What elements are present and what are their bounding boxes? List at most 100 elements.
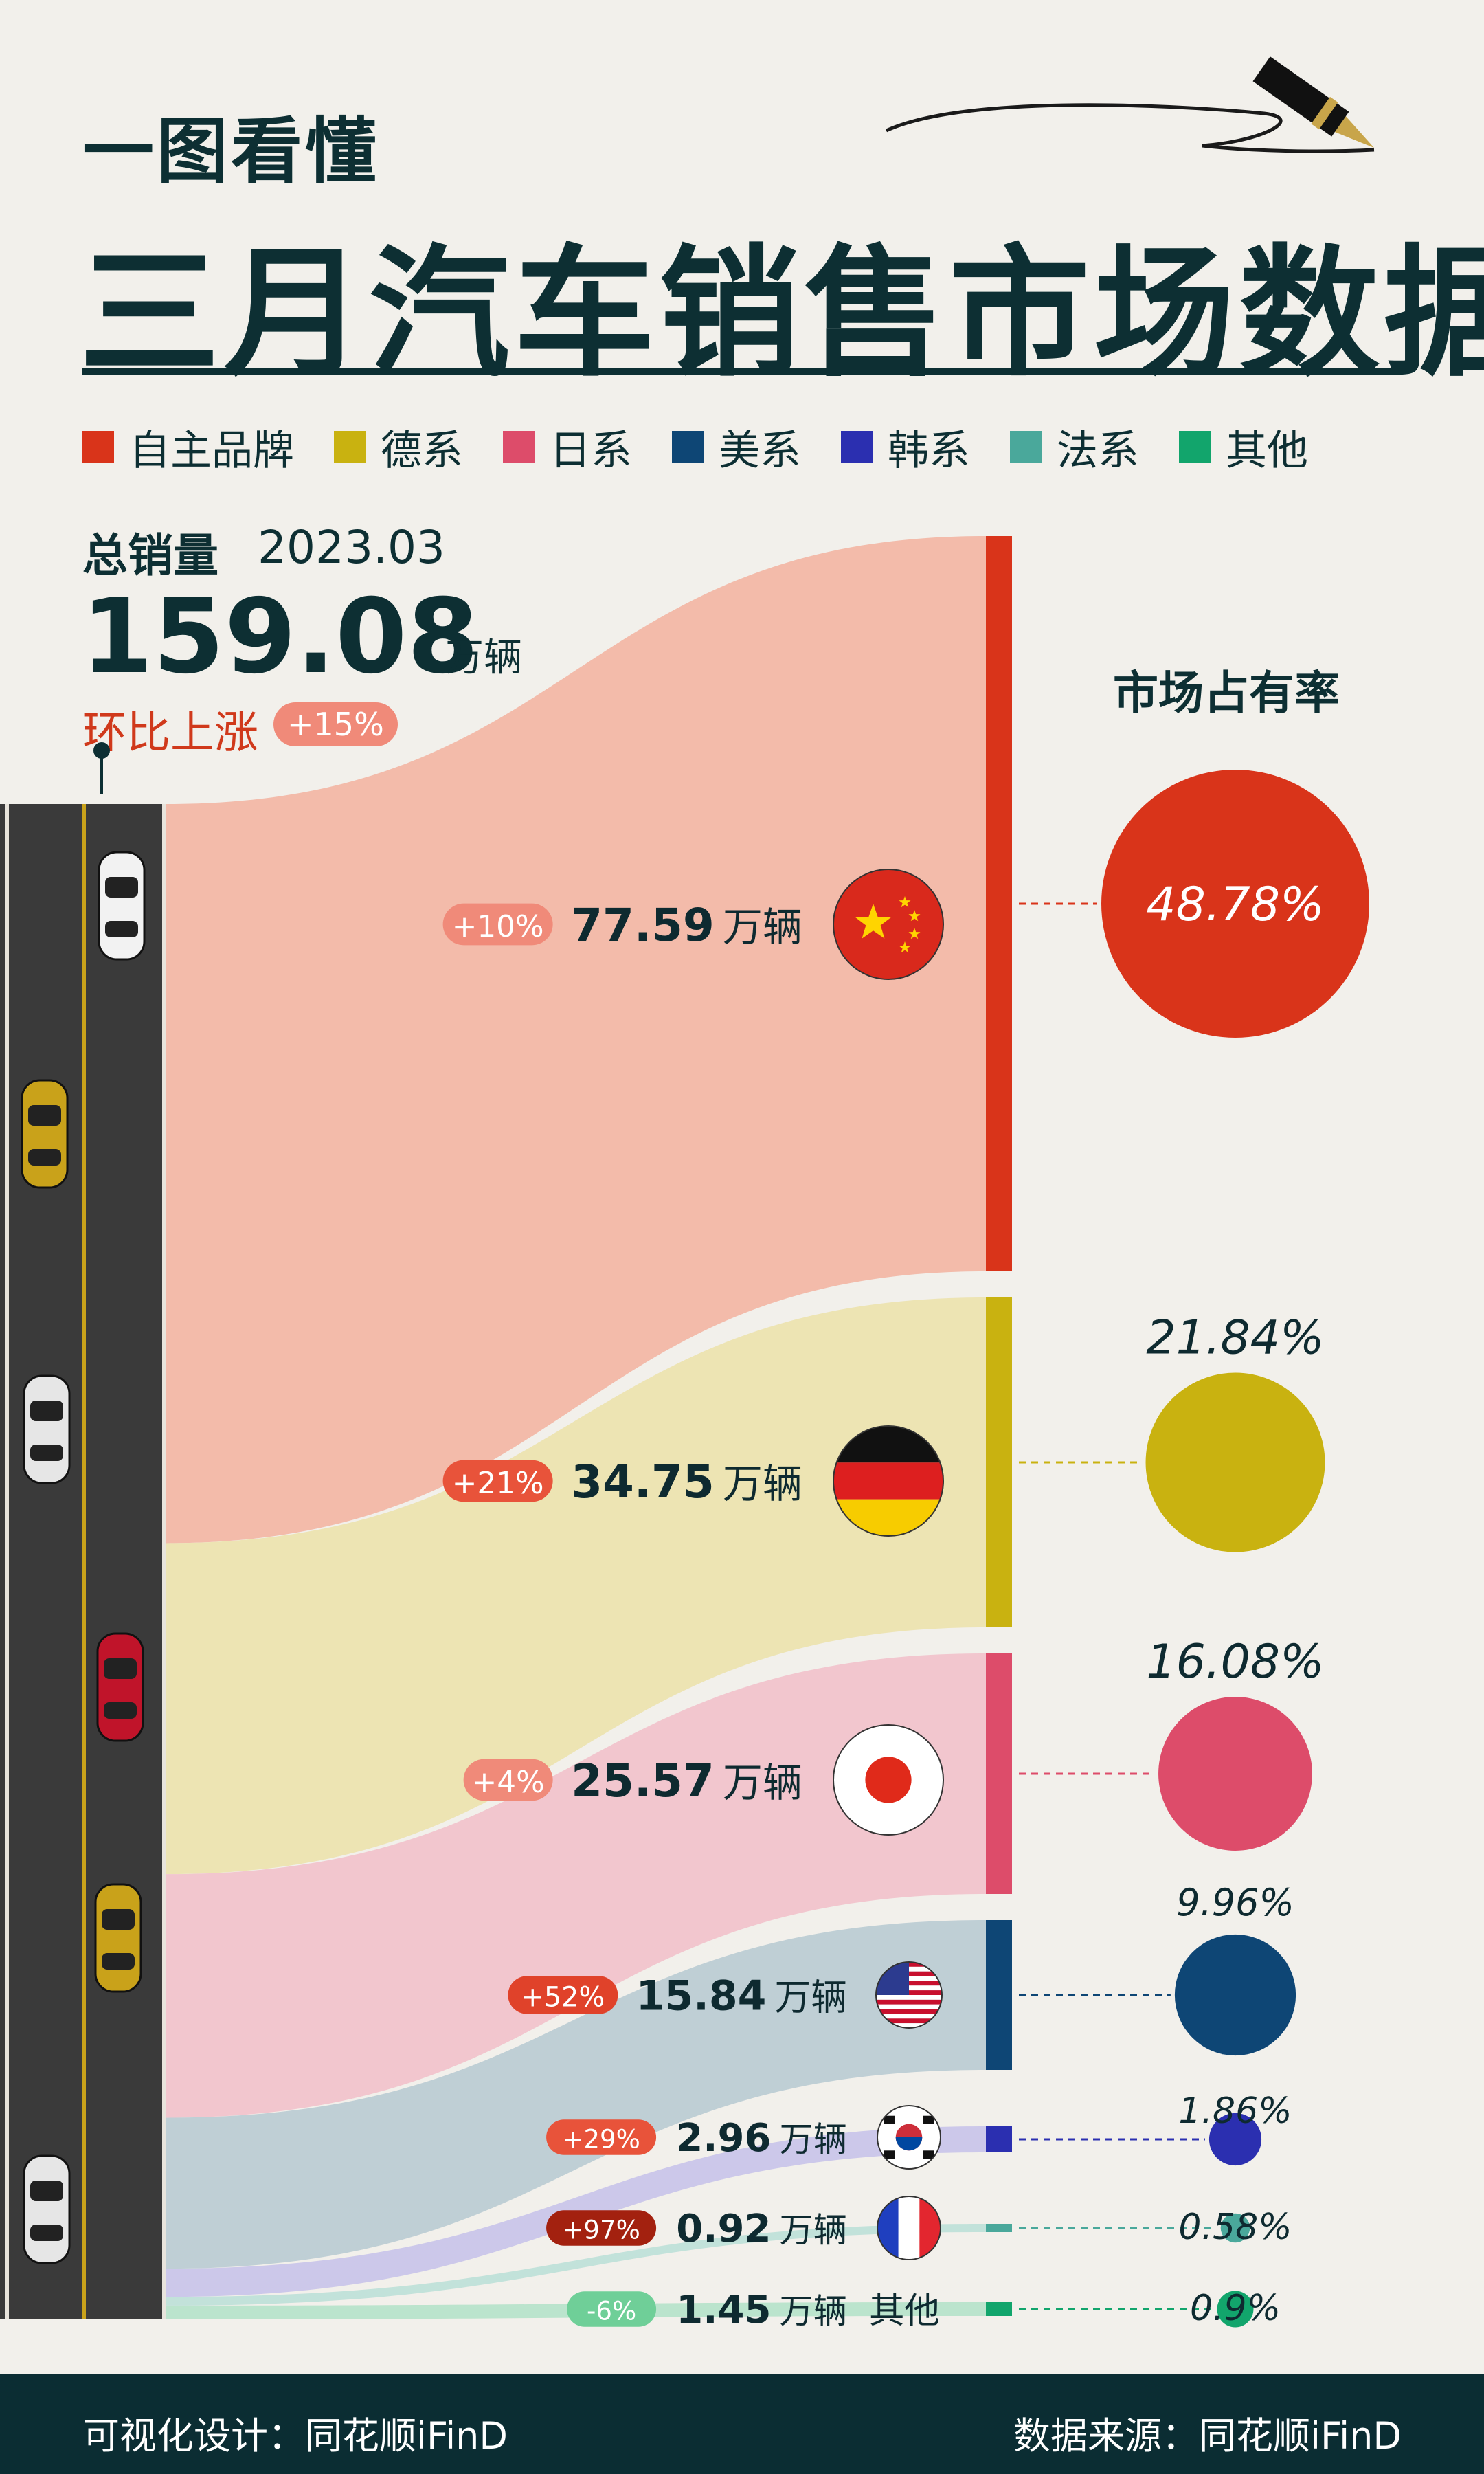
target-bar [986, 2126, 1012, 2152]
legend-label: 自主品牌 [129, 426, 294, 475]
value-number: 25.57 [571, 1754, 715, 1807]
legend-swatch [1010, 431, 1042, 463]
flag-trigram [923, 2150, 934, 2159]
legend-label: 韩系 [888, 426, 970, 475]
leader-lines [1019, 902, 1217, 2310]
value-label: 万辆1.45 -6% 其他 [567, 2288, 940, 2332]
korea-flag-icon [877, 2105, 941, 2170]
value-unit: 万辆 [779, 2210, 847, 2250]
value-number: 1.45 [676, 2288, 771, 2332]
footer-bar [0, 2374, 1484, 2474]
legend-swatch [672, 431, 704, 463]
share-label: 9.96% [1176, 1881, 1294, 1924]
flag-body [877, 2196, 941, 2260]
change-badge [508, 1976, 618, 2014]
legend-item-japanese: 日系 [503, 417, 632, 477]
mom-label: 环比上涨 [82, 708, 258, 759]
share-bubble [1208, 2113, 1262, 2166]
change-label: +10% [452, 909, 544, 944]
flow-band [166, 1920, 986, 2269]
flow-band [166, 1297, 986, 1875]
share-bubble [1174, 1934, 1296, 2056]
mom-change-badge: +15% [273, 702, 398, 746]
value-number: 34.75 [571, 1456, 715, 1508]
value-number: 2.96 [676, 2116, 771, 2161]
value-unit: 万辆 [723, 1460, 802, 1507]
value-label: 万辆2.96 +29% [546, 2116, 847, 2161]
flag-border [877, 2105, 941, 2170]
legend-swatch [1179, 431, 1211, 463]
flag-stripe [876, 2018, 942, 2024]
france-flag-icon [877, 2196, 941, 2260]
change-label: +29% [562, 2124, 640, 2154]
value-labels: 万辆77.59+10%万辆34.75+21%万辆25.57+4%万辆15.84+… [442, 899, 940, 2332]
flag-stripe [876, 2023, 942, 2028]
flag-stripe [876, 2004, 942, 2009]
change-label: -6% [587, 2296, 636, 2326]
pin-dot [93, 742, 110, 759]
value-number: 77.59 [571, 899, 715, 952]
share-title: 市场占有率 [1113, 667, 1340, 720]
flag-body [876, 1962, 942, 2028]
legend-swatch [334, 431, 366, 463]
flag-field [833, 869, 943, 979]
car-windshield [28, 1105, 61, 1126]
flag-border [833, 869, 944, 980]
flag-sun [865, 1757, 912, 1803]
legend-label: 美系 [719, 426, 801, 475]
change-badge [567, 2291, 657, 2327]
flag-trigram [884, 2115, 895, 2124]
legend-item-german: 德系 [334, 417, 463, 477]
flag-body [833, 1725, 943, 1835]
change-label: +21% [452, 1466, 544, 1501]
share-bubble [1220, 2213, 1250, 2243]
target-bar [986, 2224, 1012, 2232]
legend-label: 法系 [1057, 426, 1139, 475]
target-bar [986, 1920, 1012, 2070]
car-windshield [105, 877, 138, 898]
flag-star [899, 896, 911, 908]
flag-stripe [876, 2014, 942, 2019]
car-icon [94, 1883, 142, 1993]
car-windshield [30, 2181, 63, 2201]
flag-body [833, 869, 943, 979]
car-rear-window [104, 1702, 137, 1719]
flag-star [855, 904, 892, 939]
car-icon [98, 851, 146, 961]
road-edge [5, 804, 9, 2319]
road-surface [0, 804, 162, 2319]
share-bubble [1145, 1372, 1325, 1552]
car-windshield [104, 1658, 137, 1679]
car-windshield [30, 1401, 63, 1421]
flag-stripe [876, 1995, 942, 2000]
value-label: 万辆0.92 +97% [546, 2207, 847, 2251]
share-label: 0.9% [1190, 2288, 1281, 2329]
legend-item-other: 其他 [1179, 417, 1308, 477]
car-rear-window [105, 921, 138, 937]
car-rear-window [30, 1445, 63, 1461]
change-label: +4% [472, 1765, 545, 1800]
sankey-chart: 48.78% 21.84% 16.08% 9.96% 1.86% 0.58% 0.9% 万辆… [0, 536, 1369, 2332]
legend-swatch [82, 431, 114, 463]
footer-source: 数据来源：同花顺iFinD [1013, 2414, 1402, 2458]
target-bar [986, 1653, 1012, 1894]
flag-stripe [919, 2196, 941, 2260]
legend-item-american: 美系 [672, 417, 801, 477]
value-number: 15.84 [636, 1972, 767, 2020]
flag-trigram [923, 2115, 934, 2124]
change-badge [546, 2119, 657, 2155]
flag-stripe [876, 2009, 942, 2014]
flag-border [877, 2196, 941, 2260]
share-label: 0.58% [1178, 2207, 1292, 2248]
car-icon [23, 1374, 71, 1484]
flag-star [908, 928, 921, 939]
bars [986, 536, 1012, 2316]
japan-flag-icon [833, 1724, 944, 1836]
car-rear-window [102, 1953, 135, 1970]
value-unit: 万辆 [723, 1759, 802, 1806]
flow-band [166, 536, 986, 1544]
share-label: 16.08% [1146, 1635, 1324, 1689]
flow-band [166, 2224, 986, 2306]
